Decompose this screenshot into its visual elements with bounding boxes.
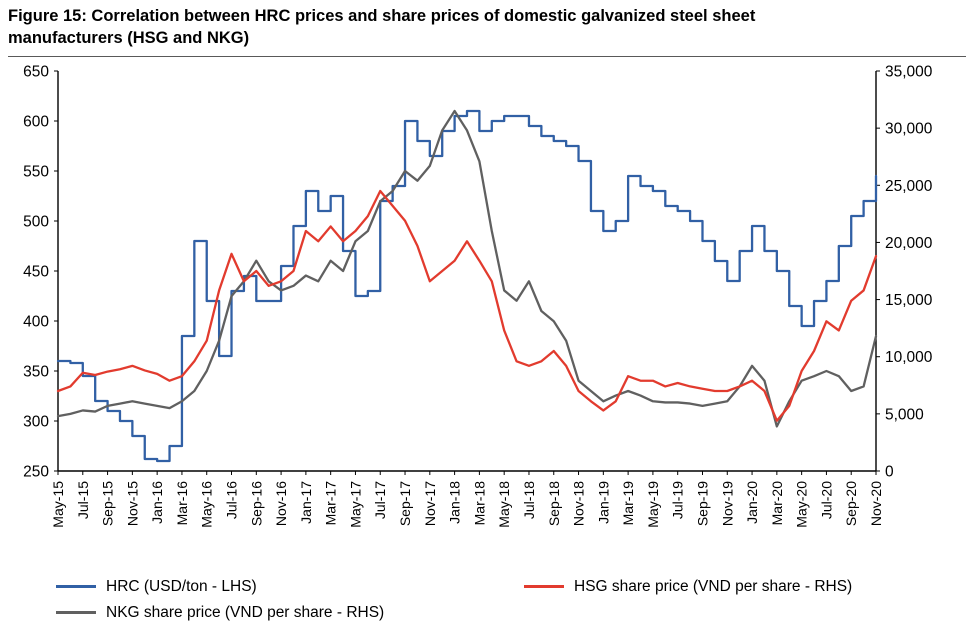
svg-text:Jul-19: Jul-19	[670, 480, 686, 518]
svg-text:Jul-18: Jul-18	[521, 480, 537, 518]
svg-text:500: 500	[23, 213, 49, 230]
svg-text:Jan-16: Jan-16	[149, 480, 165, 523]
hrc-line-swatch	[56, 585, 96, 589]
svg-text:Sep-17: Sep-17	[397, 480, 413, 525]
svg-text:30,000: 30,000	[885, 120, 933, 137]
svg-text:Jul-15: Jul-15	[75, 480, 91, 518]
svg-text:Nov-20: Nov-20	[868, 480, 884, 525]
svg-text:Sep-19: Sep-19	[694, 480, 710, 525]
svg-text:Jul-17: Jul-17	[372, 480, 388, 518]
svg-text:May-16: May-16	[199, 480, 215, 527]
svg-text:Mar-19: Mar-19	[620, 480, 636, 525]
hrc-legend-label: HRC (USD/ton - LHS)	[106, 577, 257, 595]
svg-text:25,000: 25,000	[885, 177, 933, 194]
figure-title: Figure 15: Correlation between HRC price…	[8, 6, 966, 57]
svg-text:15,000: 15,000	[885, 292, 933, 309]
svg-text:350: 350	[23, 363, 49, 380]
svg-text:Jan-19: Jan-19	[595, 480, 611, 523]
svg-text:Sep-20: Sep-20	[843, 480, 859, 525]
hsg-line-swatch	[524, 585, 564, 589]
figure-title-line2: manufacturers (HSG and NKG)	[8, 28, 250, 47]
legend-row-2: NKG share price (VND per share - RHS)	[56, 600, 966, 626]
svg-text:Sep-15: Sep-15	[100, 480, 116, 525]
legend-item-hsg: HSG share price (VND per share - RHS)	[524, 578, 852, 596]
svg-text:35,000: 35,000	[885, 63, 933, 80]
svg-text:Sep-18: Sep-18	[546, 480, 562, 525]
svg-text:Nov-16: Nov-16	[273, 480, 289, 525]
svg-text:250: 250	[23, 463, 49, 480]
svg-text:Nov-19: Nov-19	[719, 480, 735, 525]
figure-title-line1: Figure 15: Correlation between HRC price…	[8, 7, 756, 25]
svg-text:Jan-18: Jan-18	[447, 480, 463, 523]
svg-text:Nov-15: Nov-15	[124, 480, 140, 525]
legend-row-1: HRC (USD/ton - LHS) HSG share price (VND…	[56, 574, 966, 600]
svg-text:450: 450	[23, 263, 49, 280]
line-chart: 650 600 550 500 450 400 350 300 250 35,000 30,000 2…	[23, 63, 933, 527]
svg-text:Nov-18: Nov-18	[571, 480, 587, 525]
svg-text:20,000: 20,000	[885, 234, 933, 251]
svg-text:400: 400	[23, 313, 49, 330]
svg-text:Mar-16: Mar-16	[174, 480, 190, 525]
chart-legend: HRC (USD/ton - LHS) HSG share price (VND…	[8, 572, 966, 626]
svg-text:Mar-20: Mar-20	[769, 480, 785, 525]
svg-text:Sep-16: Sep-16	[248, 480, 264, 525]
svg-text:Jul-20: Jul-20	[818, 480, 834, 518]
nkg-line-swatch	[56, 611, 96, 615]
hsg-legend-label: HSG share price (VND per share - RHS)	[574, 577, 853, 595]
svg-text:10,000: 10,000	[885, 349, 933, 366]
svg-text:550: 550	[23, 163, 49, 180]
svg-text:Mar-17: Mar-17	[323, 480, 339, 525]
svg-text:300: 300	[23, 413, 49, 430]
svg-text:650: 650	[23, 63, 49, 80]
svg-text:May-15: May-15	[50, 480, 66, 527]
legend-item-hrc: HRC (USD/ton - LHS)	[56, 578, 524, 596]
svg-text:May-17: May-17	[347, 480, 363, 527]
svg-text:Jul-16: Jul-16	[224, 480, 240, 518]
svg-text:Mar-18: Mar-18	[471, 480, 487, 525]
svg-text:May-20: May-20	[794, 480, 810, 527]
svg-text:Jan-20: Jan-20	[744, 480, 760, 523]
svg-text:May-18: May-18	[496, 480, 512, 527]
svg-text:0: 0	[885, 463, 894, 480]
svg-text:Jan-17: Jan-17	[298, 480, 314, 523]
nkg-legend-label: NKG share price (VND per share - RHS)	[106, 603, 385, 621]
svg-text:5,000: 5,000	[885, 406, 924, 423]
legend-item-nkg: NKG share price (VND per share - RHS)	[56, 604, 524, 622]
chart-area: 650 600 550 500 450 400 350 300 250 35,000 30,000 2…	[8, 59, 966, 572]
svg-text:Nov-17: Nov-17	[422, 480, 438, 525]
svg-text:600: 600	[23, 113, 49, 130]
svg-text:May-19: May-19	[645, 480, 661, 527]
